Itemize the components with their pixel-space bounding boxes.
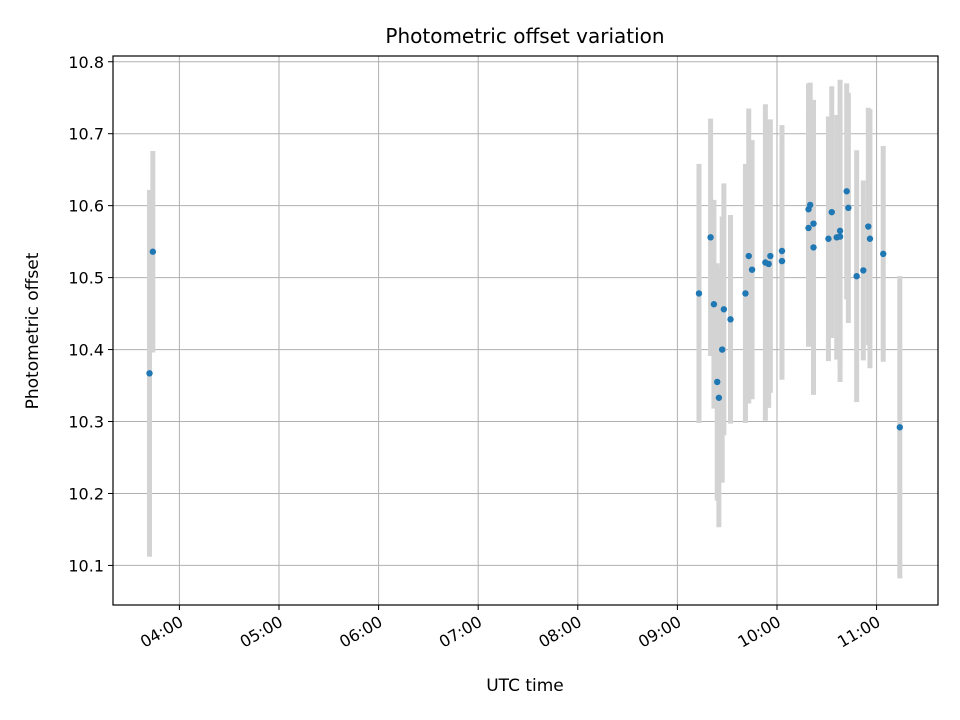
x-axis-label: UTC time	[486, 676, 564, 696]
data-point	[865, 223, 872, 230]
data-point	[745, 252, 752, 260]
y-tick-label: 10.3	[68, 413, 104, 432]
data-point	[836, 233, 844, 240]
data-point	[806, 201, 814, 209]
data-point	[896, 424, 904, 431]
y-tick-label: 10.5	[68, 269, 104, 288]
data-point	[149, 248, 157, 255]
data-point	[778, 247, 786, 255]
data-point	[860, 267, 867, 274]
data-point	[767, 252, 774, 260]
plot-frame	[112, 55, 939, 606]
y-axis-ticks: 10.1 10.2 10.3 10.4 10.5 10.6 10.7 10.8	[68, 53, 113, 575]
data-point	[727, 316, 734, 323]
data-points	[146, 188, 904, 431]
data-point	[825, 235, 832, 242]
data-point	[710, 301, 718, 308]
data-point	[853, 272, 860, 280]
grid-lines	[113, 56, 938, 605]
data-point	[778, 257, 786, 265]
data-point	[866, 235, 874, 242]
data-point	[880, 250, 887, 258]
data-point	[714, 378, 721, 386]
data-point	[828, 208, 835, 216]
data-point	[810, 244, 817, 251]
data-point	[695, 290, 703, 297]
data-point	[146, 370, 153, 377]
data-point	[805, 224, 812, 232]
y-tick-label: 10.7	[68, 125, 104, 144]
data-point	[845, 204, 852, 212]
y-axis-label: Photometric offset	[23, 252, 43, 409]
data-point	[715, 394, 723, 401]
data-point	[843, 188, 850, 195]
data-point	[742, 290, 749, 297]
data-point	[707, 234, 714, 241]
data-point	[719, 346, 726, 353]
chart-title: Photometric offset variation	[385, 24, 664, 48]
y-tick-label: 10.6	[68, 197, 104, 216]
y-tick-label: 10.1	[68, 556, 104, 575]
data-point	[765, 260, 772, 268]
y-tick-label: 10.4	[68, 341, 104, 360]
data-point	[810, 220, 817, 227]
y-tick-label: 10.8	[68, 53, 104, 72]
y-tick-label: 10.2	[68, 484, 104, 503]
data-point	[748, 266, 756, 273]
data-point	[720, 306, 728, 313]
data-point	[836, 227, 844, 235]
